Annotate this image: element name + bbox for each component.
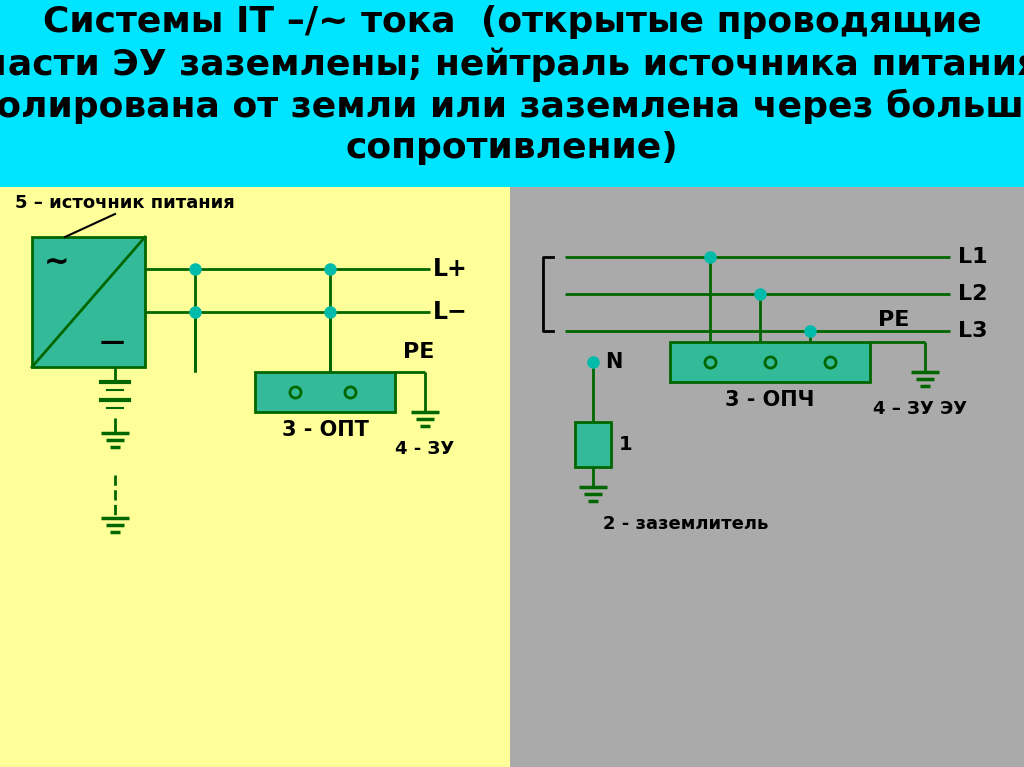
- Text: PE: PE: [403, 342, 434, 362]
- Bar: [0, 187, 510, 767]
- Text: 3 - ОПЧ: 3 - ОПЧ: [725, 390, 815, 410]
- Text: 5 – источник питания: 5 – источник питания: [15, 194, 234, 212]
- Text: N: N: [605, 352, 623, 372]
- Bar: [32, 237, 145, 367]
- Text: PE: PE: [878, 310, 909, 330]
- Text: ~: ~: [44, 248, 70, 276]
- Bar: [670, 342, 870, 382]
- Text: L3: L3: [958, 321, 987, 341]
- Text: части ЭУ заземлены; нейтраль источника питания: части ЭУ заземлены; нейтраль источника п…: [0, 47, 1024, 81]
- Bar: [575, 422, 611, 467]
- Bar: [0, 0, 1024, 187]
- Text: L−: L−: [433, 300, 468, 324]
- Text: L+: L+: [433, 257, 468, 281]
- Bar: [255, 372, 395, 412]
- Text: 4 – ЗУ ЭУ: 4 – ЗУ ЭУ: [872, 400, 967, 418]
- Text: 3 - ОПТ: 3 - ОПТ: [282, 420, 369, 440]
- Text: сопротивление): сопротивление): [346, 131, 678, 165]
- Text: L2: L2: [958, 284, 987, 304]
- Text: 4 - ЗУ: 4 - ЗУ: [395, 440, 455, 458]
- Text: 2 - заземлитель: 2 - заземлитель: [603, 515, 768, 533]
- Bar: [510, 187, 1024, 767]
- Text: L1: L1: [958, 247, 987, 267]
- Text: 1: 1: [618, 435, 633, 454]
- Text: Системы IT –/~ тока  (открытые проводящие: Системы IT –/~ тока (открытые проводящие: [43, 5, 981, 39]
- Text: изолирована от земли или заземлена через большое: изолирована от земли или заземлена через…: [0, 89, 1024, 124]
- Text: —: —: [99, 330, 125, 354]
